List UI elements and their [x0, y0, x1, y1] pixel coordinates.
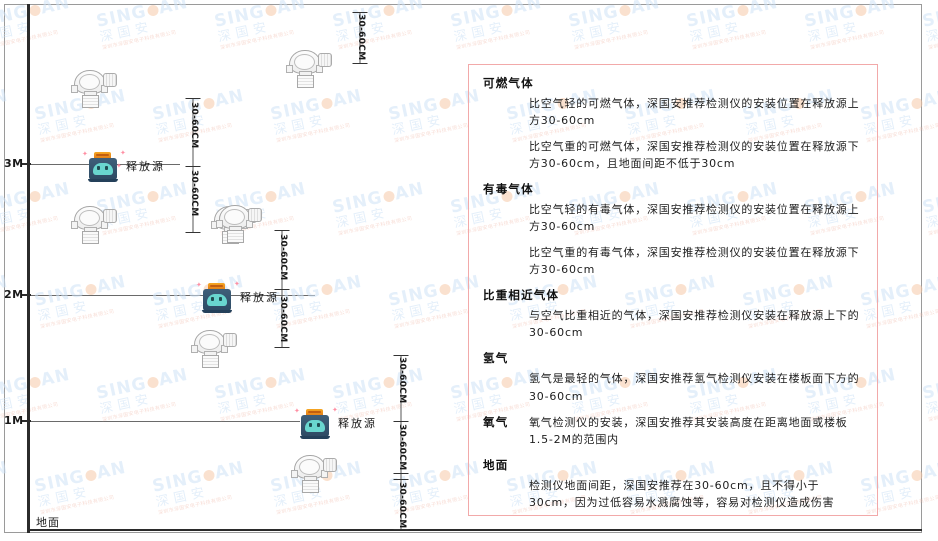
- panel-section-heading: 有毒气体: [483, 182, 534, 197]
- panel-section: 氧气 氧气检测仪的安装，深国安推荐其安装高度在距离地面或楼板1.5-2M的范围内: [483, 414, 863, 448]
- spark-icon: ✦: [116, 162, 122, 170]
- spark-icon: ✦: [234, 280, 240, 288]
- level-tick-2m: [22, 294, 31, 296]
- level-label-3m: 3M: [4, 157, 24, 170]
- detector-icon: [70, 70, 117, 108]
- dimension-line-top: [352, 12, 368, 64]
- level-label-2m: 2M: [4, 288, 24, 301]
- dimension-line-mid: [185, 98, 201, 233]
- panel-section-heading: 氧气: [483, 414, 509, 429]
- detector-icon: [190, 330, 237, 368]
- panel-section-paragraph: 氧气检测仪的安装，深国安推荐其安装高度在距离地面或楼板1.5-2M的范围内: [529, 415, 848, 446]
- dimension-label: 30-60CM: [397, 357, 407, 404]
- panel-section-paragraph: 比空气重的有毒气体，深国安推荐检测仪的安装位置在释放源下方30-60cm: [529, 246, 860, 277]
- level-tick-1m: [22, 420, 31, 422]
- detector-icon: [70, 206, 117, 244]
- outer-frame: [4, 4, 922, 533]
- spark-icon: ✦: [82, 150, 88, 158]
- dimension-label: 30-60CM: [397, 482, 407, 529]
- panel-section-heading: 比重相近气体: [483, 288, 560, 303]
- spark-icon: ✦: [120, 149, 126, 157]
- dimension-line-right: [274, 230, 290, 348]
- panel-section-paragraph: 比空气重的可燃气体，深国安推荐检测仪的安装位置在释放源下方30-60cm，且地面…: [529, 140, 860, 171]
- panel-section-paragraph: 比空气轻的可燃气体，深国安推荐检测仪的安装位置在释放源上方30-60cm: [529, 97, 860, 128]
- dimension-line-bottom: [393, 355, 409, 530]
- spark-icon: ✦: [332, 406, 338, 414]
- dimension-label: 30-60CM: [356, 14, 366, 61]
- detector-icon: [215, 205, 262, 243]
- release-source-label: 释放源: [338, 417, 377, 430]
- ground-baseline: [27, 529, 922, 531]
- dimension-label: 30-60CM: [397, 424, 407, 471]
- dimension-label: 30-60CM: [278, 296, 288, 343]
- release-source-label: 释放源: [240, 291, 279, 304]
- ground-label: 地面: [36, 516, 60, 529]
- dimension-label: 30-60CM: [278, 234, 288, 281]
- panel-section-heading: 可燃气体: [483, 76, 534, 90]
- detector-icon: [290, 455, 337, 493]
- release-source-icon: [86, 152, 120, 182]
- info-panel: 可燃气体比空气轻的可燃气体，深国安推荐检测仪的安装位置在释放源上方30-60cm…: [468, 64, 878, 516]
- spark-icon: ✦: [196, 281, 202, 289]
- panel-section-paragraph: 与空气比重相近的气体，深国安推荐检测仪安装在释放源上下的30-60cm: [529, 309, 860, 340]
- level-line-1m: [30, 421, 300, 422]
- release-source-icon: [298, 409, 332, 439]
- level-label-1m: 1M: [4, 414, 24, 427]
- panel-section-heading: 地面: [483, 457, 509, 472]
- panel-section-paragraph: 氢气是最轻的气体，深国安推荐氢气检测仪安装在楼板面下方的30-60cm: [529, 372, 860, 403]
- detector-icon: [285, 50, 332, 88]
- panel-section-heading: 氢气: [483, 351, 509, 366]
- spark-icon: ✦: [294, 407, 300, 415]
- panel-section-paragraph: 比空气轻的有毒气体，深国安推荐检测仪的安装位置在释放源上方30-60cm: [529, 203, 860, 234]
- dimension-label: 30-60CM: [189, 102, 199, 149]
- panel-section-paragraph: 检测仪地面间距，深国安推荐在30-60cm，且不得小于30cm，因为过低容易水溅…: [529, 478, 835, 509]
- level-tick-3m: [22, 163, 31, 165]
- dimension-label: 30-60CM: [189, 170, 199, 217]
- vertical-axis: [27, 4, 30, 533]
- level-line-2m: [30, 295, 315, 296]
- release-source-icon: [200, 283, 234, 313]
- release-source-label: 释放源: [126, 160, 165, 173]
